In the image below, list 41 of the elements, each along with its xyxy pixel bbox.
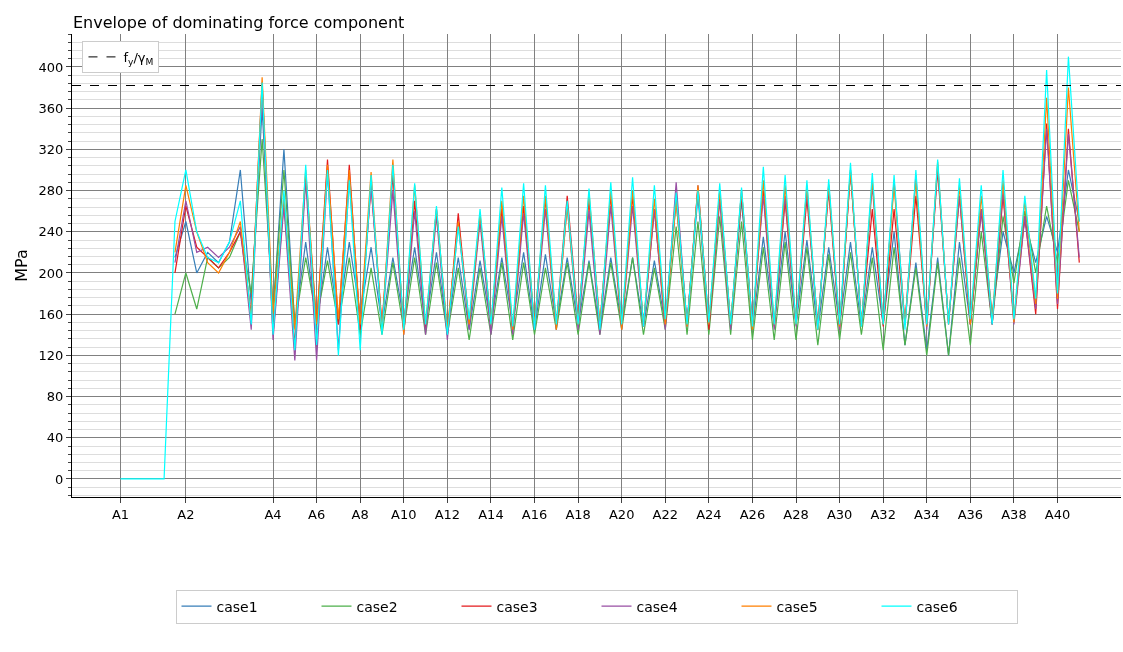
y-tick-label: 80 xyxy=(46,389,64,405)
x-tick-label: A4 xyxy=(264,506,282,522)
x-tick-label: A16 xyxy=(521,506,548,522)
legend-label: case1 xyxy=(216,598,258,615)
legend-label: case4 xyxy=(636,598,678,615)
legend-label: case6 xyxy=(916,598,958,615)
legend-label: f$_{y}$/γ$_{M}$ xyxy=(123,49,154,67)
x-tick-label: A30 xyxy=(826,506,853,522)
x-tick-label: A10 xyxy=(391,506,417,522)
x-tick-label: A34 xyxy=(914,506,940,522)
x-tick-label: A2 xyxy=(177,506,195,522)
y-tick-label: 120 xyxy=(38,347,64,363)
x-tick-label: A36 xyxy=(957,506,984,522)
y-axis-title: MPa xyxy=(12,249,32,282)
x-tick-label: A24 xyxy=(696,506,722,522)
y-tick-label: 320 xyxy=(38,141,64,157)
legend-label: case5 xyxy=(776,598,818,615)
x-tick-label: A18 xyxy=(565,506,591,522)
x-tick-label: A28 xyxy=(783,506,809,522)
x-tick-label: A38 xyxy=(1001,506,1027,522)
x-tick-label: A22 xyxy=(652,506,678,522)
y-tick-label: 280 xyxy=(38,183,64,199)
x-tick-label: A14 xyxy=(478,506,504,522)
x-tick-label: A12 xyxy=(434,506,461,522)
x-tick-label: A1 xyxy=(111,506,130,522)
y-tick-label: 240 xyxy=(38,224,64,240)
legend-label: case2 xyxy=(356,598,398,615)
legend-label: case3 xyxy=(496,598,538,615)
x-tick-label: A8 xyxy=(351,506,369,522)
y-tick-label: 160 xyxy=(38,306,64,322)
y-tick-label: 360 xyxy=(38,100,64,116)
x-tick-label: A6 xyxy=(308,506,326,522)
y-tick-label: 200 xyxy=(38,265,64,281)
x-tick-label: A20 xyxy=(608,506,635,522)
chart-title: Envelope of dominating force component xyxy=(73,12,405,32)
y-tick-label: 0 xyxy=(55,471,64,487)
x-tick-label: A32 xyxy=(870,506,896,522)
y-tick-label: 400 xyxy=(38,59,64,75)
y-tick-label: 40 xyxy=(46,430,64,446)
x-tick-label: A26 xyxy=(739,506,766,522)
x-tick-label: A40 xyxy=(1044,506,1071,522)
